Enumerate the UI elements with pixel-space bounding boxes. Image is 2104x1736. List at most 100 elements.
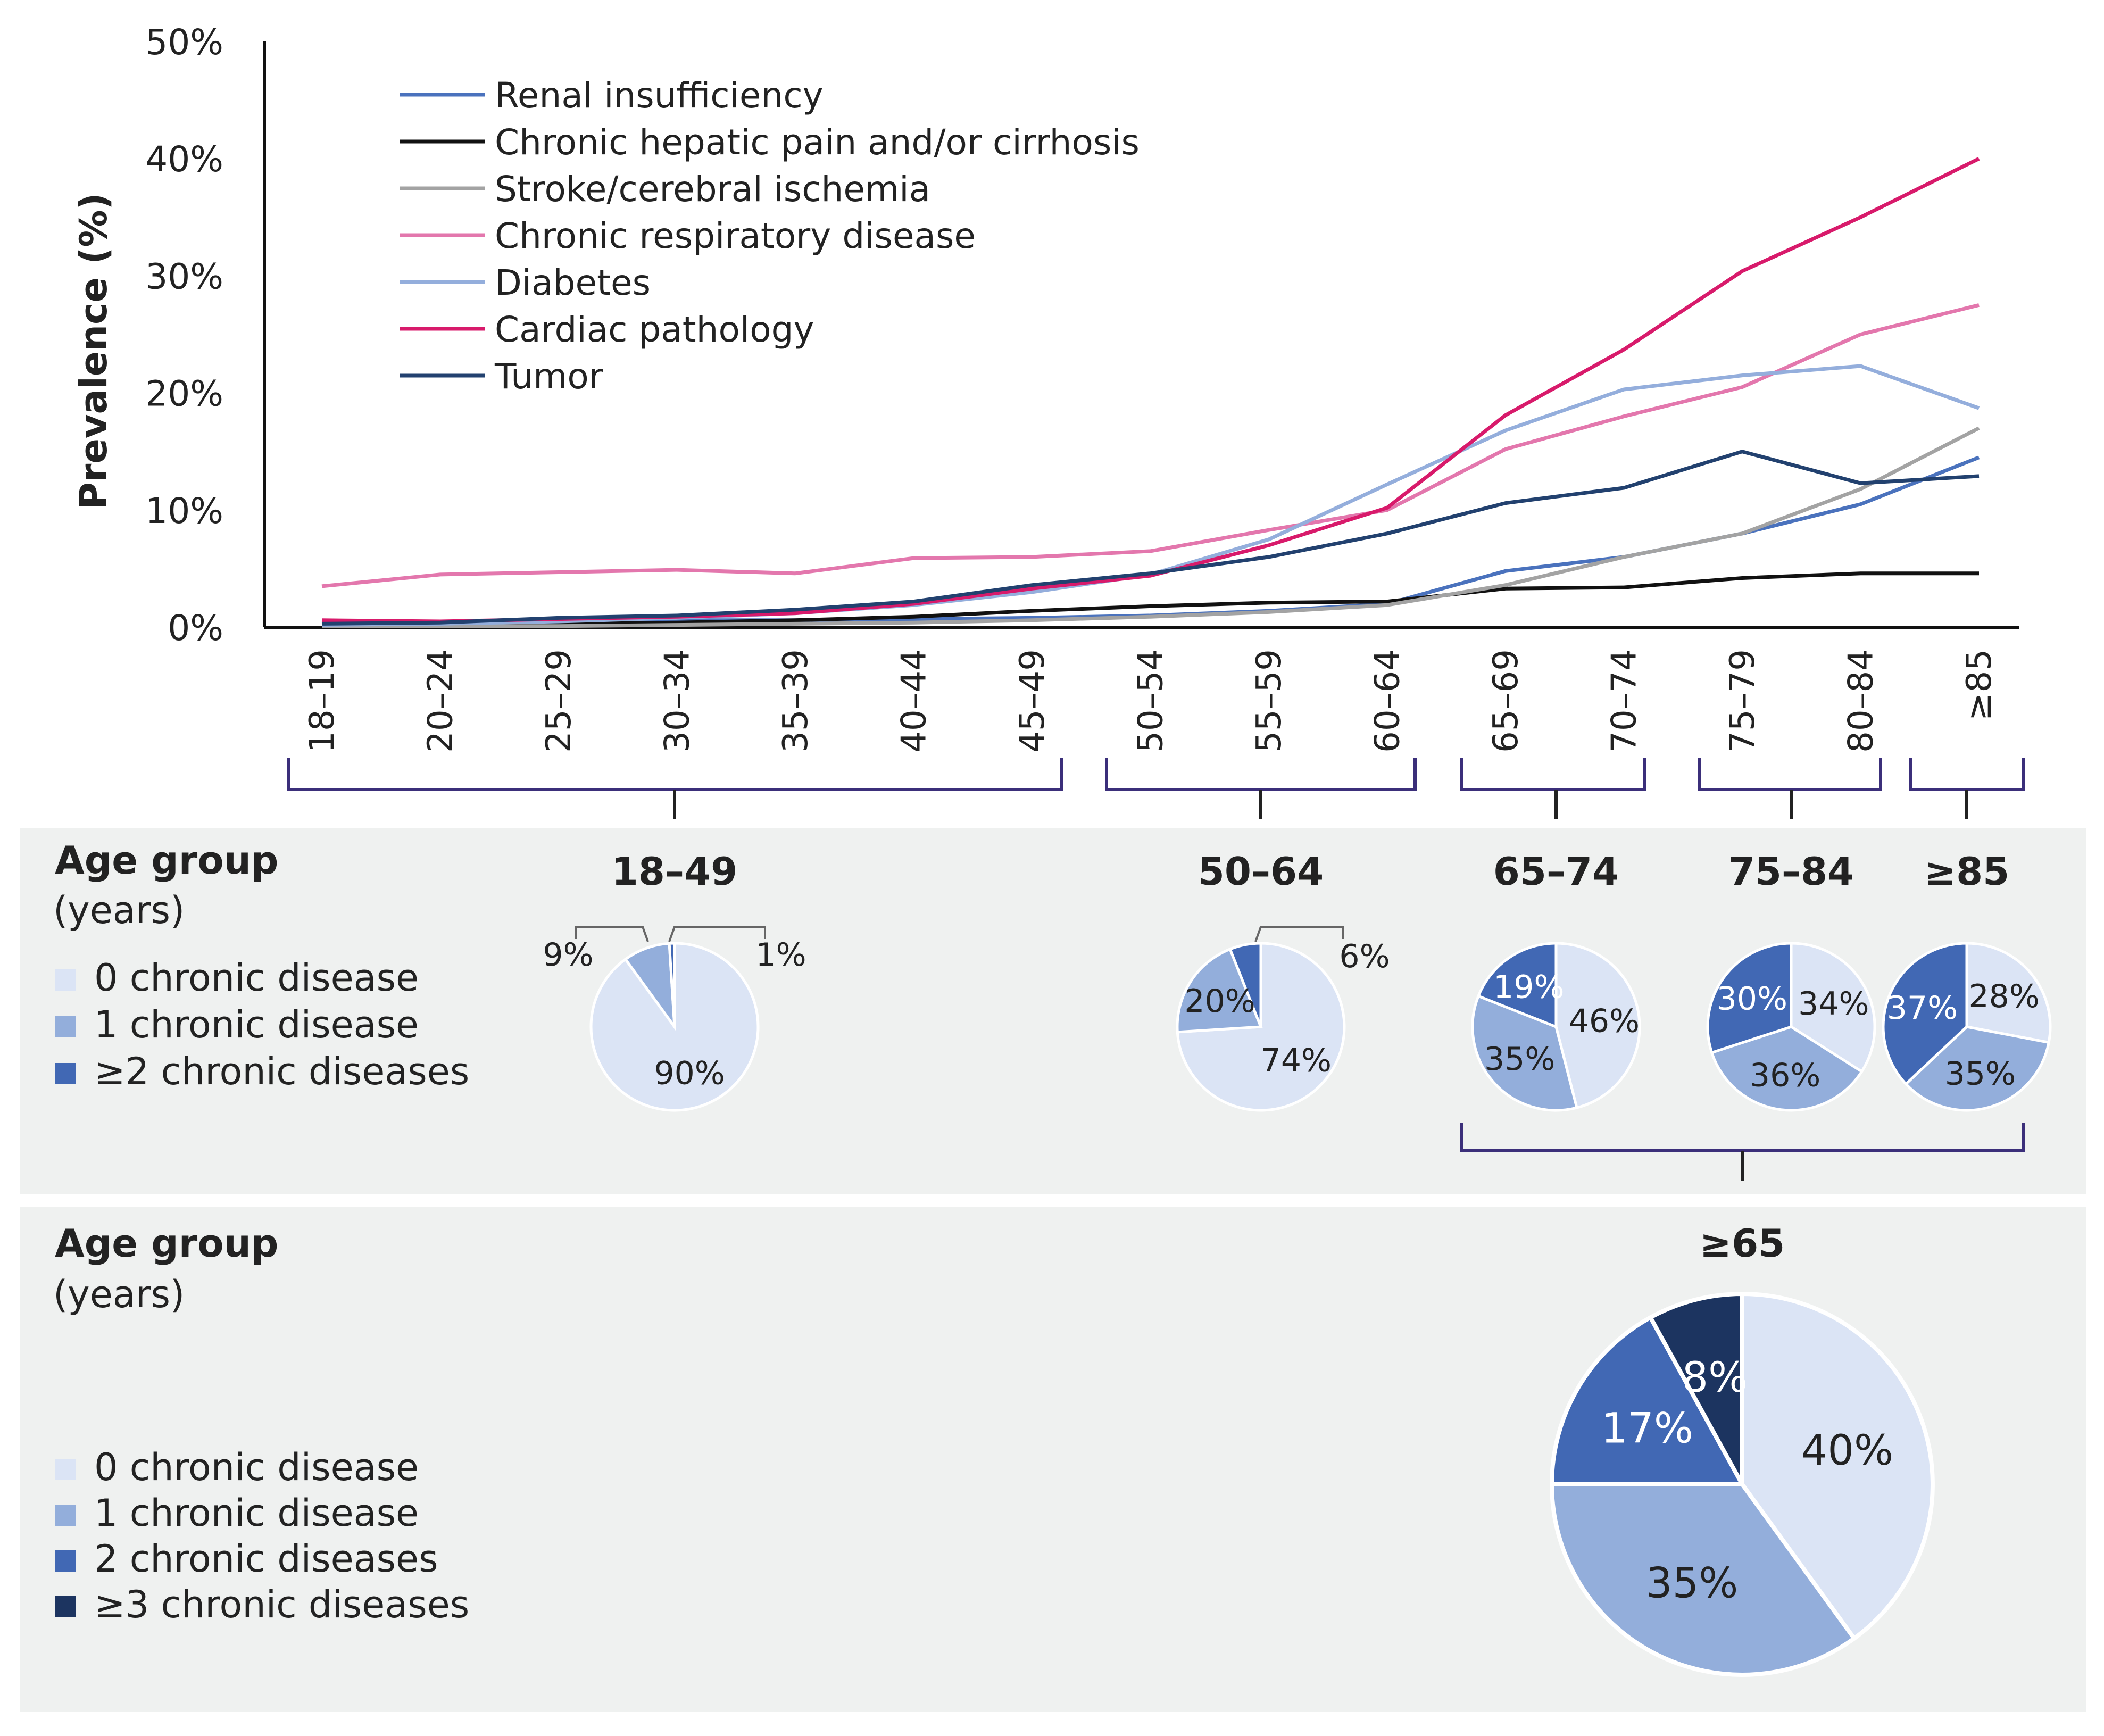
pie-5: ≥85 28% 35% 37% xyxy=(1882,849,2052,1112)
pie-title: 18–49 xyxy=(612,849,737,894)
age-bracket-1 xyxy=(1105,758,1417,791)
panel2-legend-swatch xyxy=(55,1505,76,1526)
pie-label-1: 9% xyxy=(543,936,593,974)
legend-label-cardiac: Cardiac pathology xyxy=(495,309,814,350)
age-bracket-4 xyxy=(1909,758,2025,791)
pie-2: 50–64 74%20% 6% xyxy=(1176,849,1390,1112)
pie-label-0: 46% xyxy=(1569,1003,1640,1040)
legend-label-tumor: Tumor xyxy=(494,356,604,397)
series-line-stroke xyxy=(322,426,1980,628)
panel2-title: Age group xyxy=(55,1221,278,1266)
panel1-legend-label: 1 chronic disease xyxy=(94,1003,419,1046)
y-tick-label: 10% xyxy=(145,491,223,531)
x-tick-label: 65–69 xyxy=(1486,649,1526,753)
pie-title: ≥65 xyxy=(1700,1221,1785,1266)
panel1-legend-label: ≥2 chronic diseases xyxy=(94,1050,469,1093)
panel2-legend-label: 2 chronic diseases xyxy=(94,1537,438,1581)
pie-label-2: 19% xyxy=(1493,969,1564,1006)
panel2-legend-label: ≥3 chronic diseases xyxy=(94,1583,469,1626)
pie-slice-1 xyxy=(1904,1025,2051,1112)
panel2-subtitle: (years) xyxy=(53,1273,185,1316)
panel1-legend-swatch xyxy=(55,1063,76,1084)
x-tick-label: 55–59 xyxy=(1250,649,1289,753)
legend-label-respiratory: Chronic respiratory disease xyxy=(495,215,976,256)
pie-slice-2 xyxy=(1706,942,1793,1054)
x-tick-label: 30–34 xyxy=(658,649,697,753)
pie-label-2: 37% xyxy=(1887,990,1958,1027)
pie-label-0: 34% xyxy=(1798,985,1869,1023)
series-line-hepatic xyxy=(322,571,1979,627)
x-tick-label: 70–74 xyxy=(1605,649,1644,753)
series-line-tumor xyxy=(321,450,1980,626)
age-bracket-0 xyxy=(287,758,1063,791)
pie-label-1: 35% xyxy=(1646,1559,1738,1607)
pie-label-0: 40% xyxy=(1801,1427,1893,1475)
chart-legend: Renal insufficiency Chronic hepatic pain … xyxy=(400,75,1140,397)
pie-label-1: 35% xyxy=(1484,1041,1555,1078)
pie-slice-2 xyxy=(1228,942,1262,1027)
panel1-title: Age group xyxy=(55,838,278,883)
panel2-legend-swatch xyxy=(55,1459,76,1480)
pie-title: ≥85 xyxy=(1924,849,2010,894)
pie-label-2: 17% xyxy=(1601,1405,1693,1453)
pie-3: 65–74 46% 35% 19% xyxy=(1471,849,1641,1112)
pie-label-3: 8% xyxy=(1682,1354,1748,1402)
age-group-brackets xyxy=(287,758,2025,819)
panel1-legend-label: 0 chronic disease xyxy=(94,956,419,1000)
x-tick-label: 18–19 xyxy=(303,649,342,753)
pie-4: 75–84 34% 36% 30% xyxy=(1706,849,1876,1112)
panel2-legend-label: 0 chronic disease xyxy=(94,1446,419,1489)
y-tick-label: 20% xyxy=(145,373,223,414)
pie-label-0: 74% xyxy=(1261,1042,1332,1079)
legend-label-stroke: Stroke/cerebral ischemia xyxy=(495,169,930,210)
pie-slice-0 xyxy=(1740,1291,1935,1642)
pie-slice-0 xyxy=(1554,942,1641,1110)
pie-leader-0 xyxy=(575,926,649,942)
bracket-65-plus xyxy=(1460,1123,2025,1181)
pie-label-2: 30% xyxy=(1717,980,1787,1017)
y-axis-label: Prevalence (%) xyxy=(72,193,115,510)
y-axis-ticks: 0% 10% 20% 30% 40% 50% xyxy=(145,22,223,649)
pie-title: 75–84 xyxy=(1728,849,1854,894)
pie-label-2: 1% xyxy=(755,936,806,974)
pie-slice-2 xyxy=(1549,1314,1746,1486)
pie-label-2: 6% xyxy=(1339,938,1390,975)
pie-65-plus: ≥65 40% 35% 17%8% xyxy=(1549,1221,1935,1677)
pie-1: 18–49 90% 9% 1% xyxy=(543,849,806,1112)
pie-slice-1 xyxy=(1471,994,1579,1112)
pie-slice-2 xyxy=(1476,942,1558,1029)
x-tick-label: 75–79 xyxy=(1723,649,1762,753)
panel2-legend-swatch xyxy=(55,1596,76,1617)
pie-title: 65–74 xyxy=(1493,849,1619,894)
x-axis-tick-labels: 18–19 20–24 25–29 30–34 35–39 40–44 45–49 50–54… xyxy=(303,649,1999,753)
x-tick-label: 80–84 xyxy=(1842,649,1881,753)
pie-leader-0 xyxy=(1254,926,1344,942)
y-tick-label: 30% xyxy=(145,256,223,297)
legend-label-hepatic: Chronic hepatic pain and/or cirrhosis xyxy=(495,122,1140,163)
panel2-legend-swatch xyxy=(55,1550,76,1572)
series-line-diabetes xyxy=(321,364,1980,627)
pie-label-1: 20% xyxy=(1184,983,1255,1020)
series-lines xyxy=(321,157,1980,628)
x-tick-label: 60–64 xyxy=(1368,649,1408,753)
panel1-legend-swatch xyxy=(55,1016,76,1037)
age-bracket-3 xyxy=(1698,758,1882,791)
age-group-pies: 18–49 90% 9% 1% 50–64 74%20% 6% 65–74 46% 35% 19% 7… xyxy=(543,849,2052,1112)
panel1-legend-swatch xyxy=(55,969,76,991)
pie-slice-2 xyxy=(668,942,676,1027)
y-tick-label: 40% xyxy=(145,139,223,180)
pie-title: 50–64 xyxy=(1198,849,1324,894)
series-line-renal xyxy=(322,455,1980,626)
pie-slice-1 xyxy=(1176,947,1263,1034)
pie-slice-1 xyxy=(1549,1482,1857,1677)
legend-label-diabetes: Diabetes xyxy=(495,262,651,303)
y-tick-label: 0% xyxy=(168,608,223,649)
x-tick-label: 50–54 xyxy=(1132,649,1171,753)
pie-slice-2 xyxy=(1882,942,1968,1086)
pie-label-1: 35% xyxy=(1945,1055,2016,1092)
